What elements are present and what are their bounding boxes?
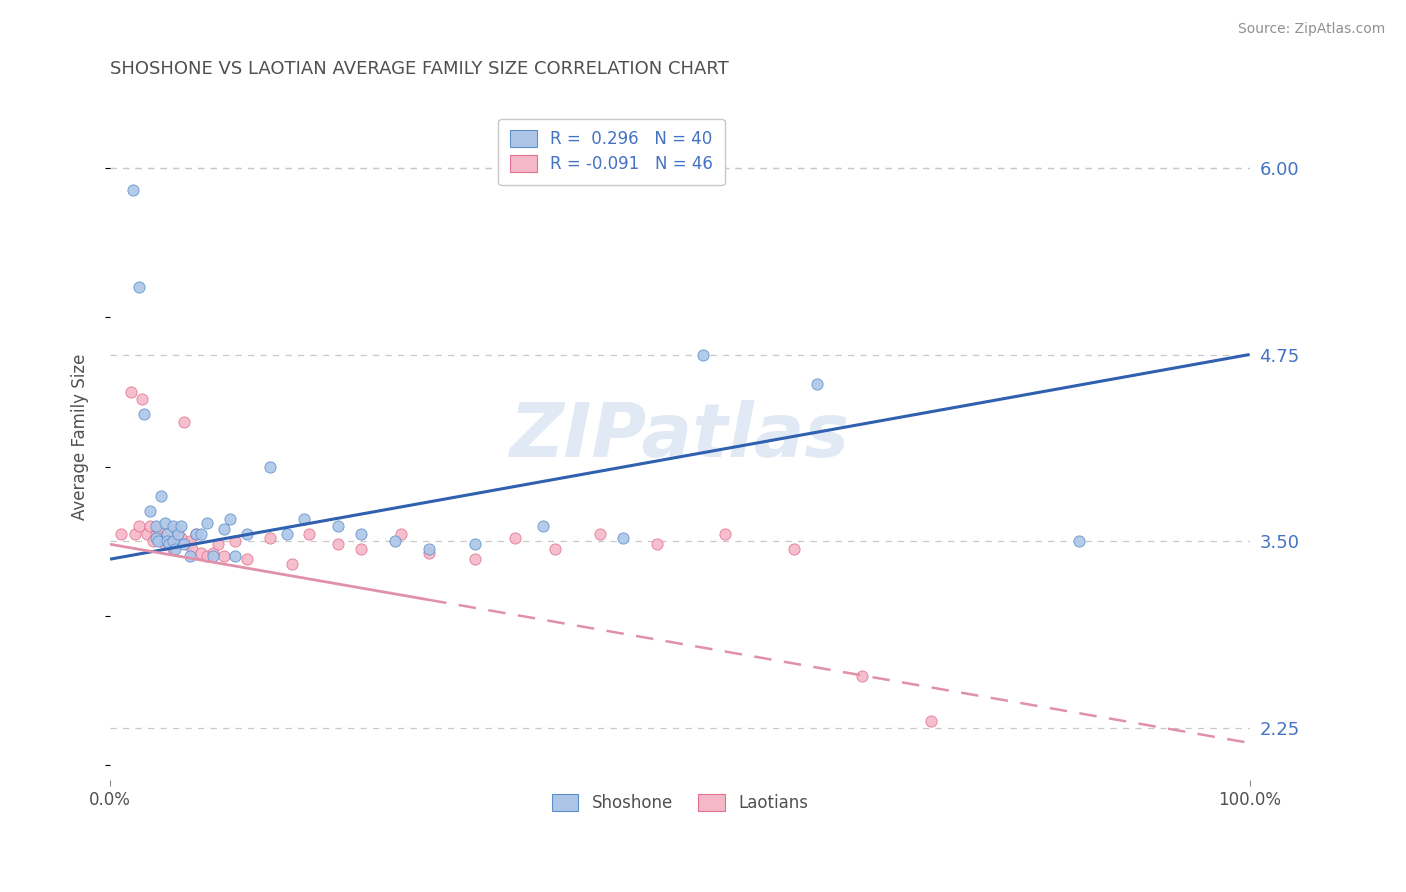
Point	[121, 183, 143, 197]
Point	[503, 531, 526, 545]
Point	[326, 537, 349, 551]
Point	[156, 534, 179, 549]
Point	[184, 526, 207, 541]
Point	[131, 392, 153, 407]
Point	[589, 526, 612, 541]
Point	[920, 714, 942, 728]
Point	[276, 526, 298, 541]
Point	[120, 384, 142, 399]
Point	[292, 512, 315, 526]
Point	[146, 534, 169, 549]
Point	[464, 552, 486, 566]
Point	[298, 526, 321, 541]
Point	[645, 537, 668, 551]
Point	[531, 519, 554, 533]
Point	[179, 549, 201, 564]
Point	[212, 549, 235, 564]
Point	[692, 347, 714, 361]
Point	[184, 526, 207, 541]
Point	[612, 531, 634, 545]
Point	[218, 512, 240, 526]
Point	[128, 280, 150, 294]
Point	[179, 534, 201, 549]
Point	[350, 541, 373, 556]
Point	[156, 526, 179, 541]
Point	[153, 516, 176, 531]
Point	[162, 541, 184, 556]
Text: SHOSHONE VS LAOTIAN AVERAGE FAMILY SIZE CORRELATION CHART: SHOSHONE VS LAOTIAN AVERAGE FAMILY SIZE …	[110, 60, 728, 78]
Point	[259, 531, 281, 545]
Point	[212, 522, 235, 536]
Point	[783, 541, 806, 556]
Point	[543, 541, 565, 556]
Point	[156, 526, 179, 541]
Point	[139, 519, 162, 533]
Point	[145, 519, 167, 533]
Point	[190, 526, 212, 541]
Point	[201, 546, 224, 560]
Point	[124, 526, 146, 541]
Point	[236, 526, 259, 541]
Point	[851, 669, 873, 683]
Point	[281, 557, 304, 571]
Text: Source: ZipAtlas.com: Source: ZipAtlas.com	[1237, 22, 1385, 37]
Point	[207, 537, 229, 551]
Point	[157, 534, 180, 549]
Point	[389, 526, 412, 541]
Point	[806, 377, 828, 392]
Point	[162, 519, 184, 533]
Point	[146, 522, 169, 536]
Point	[162, 534, 184, 549]
Point	[224, 534, 246, 549]
Point	[165, 522, 187, 536]
Point	[181, 541, 204, 556]
Point	[201, 549, 224, 564]
Point	[135, 526, 157, 541]
Point	[195, 549, 218, 564]
Point	[326, 519, 349, 533]
Point	[110, 526, 132, 541]
Point	[464, 537, 486, 551]
Point	[350, 526, 373, 541]
Point	[418, 546, 440, 560]
Point	[176, 537, 198, 551]
Point	[157, 537, 180, 551]
Point	[190, 546, 212, 560]
Point	[236, 552, 259, 566]
Point	[150, 490, 173, 504]
Point	[163, 541, 186, 556]
Point	[224, 549, 246, 564]
Text: ZIPatlas: ZIPatlas	[510, 401, 849, 473]
Point	[139, 504, 162, 518]
Point	[145, 531, 167, 545]
Point	[173, 415, 195, 429]
Point	[167, 526, 190, 541]
Point	[145, 526, 167, 541]
Point	[167, 526, 190, 541]
Point	[384, 534, 406, 549]
Point	[170, 531, 193, 545]
Point	[1067, 534, 1090, 549]
Legend: Shoshone, Laotians: Shoshone, Laotians	[540, 782, 820, 823]
Point	[142, 534, 165, 549]
Point	[259, 459, 281, 474]
Point	[418, 541, 440, 556]
Point	[150, 531, 173, 545]
Point	[173, 537, 195, 551]
Point	[134, 407, 156, 421]
Point	[195, 516, 218, 531]
Point	[153, 537, 176, 551]
Y-axis label: Average Family Size: Average Family Size	[72, 353, 89, 520]
Point	[170, 519, 193, 533]
Point	[128, 519, 150, 533]
Point	[714, 526, 737, 541]
